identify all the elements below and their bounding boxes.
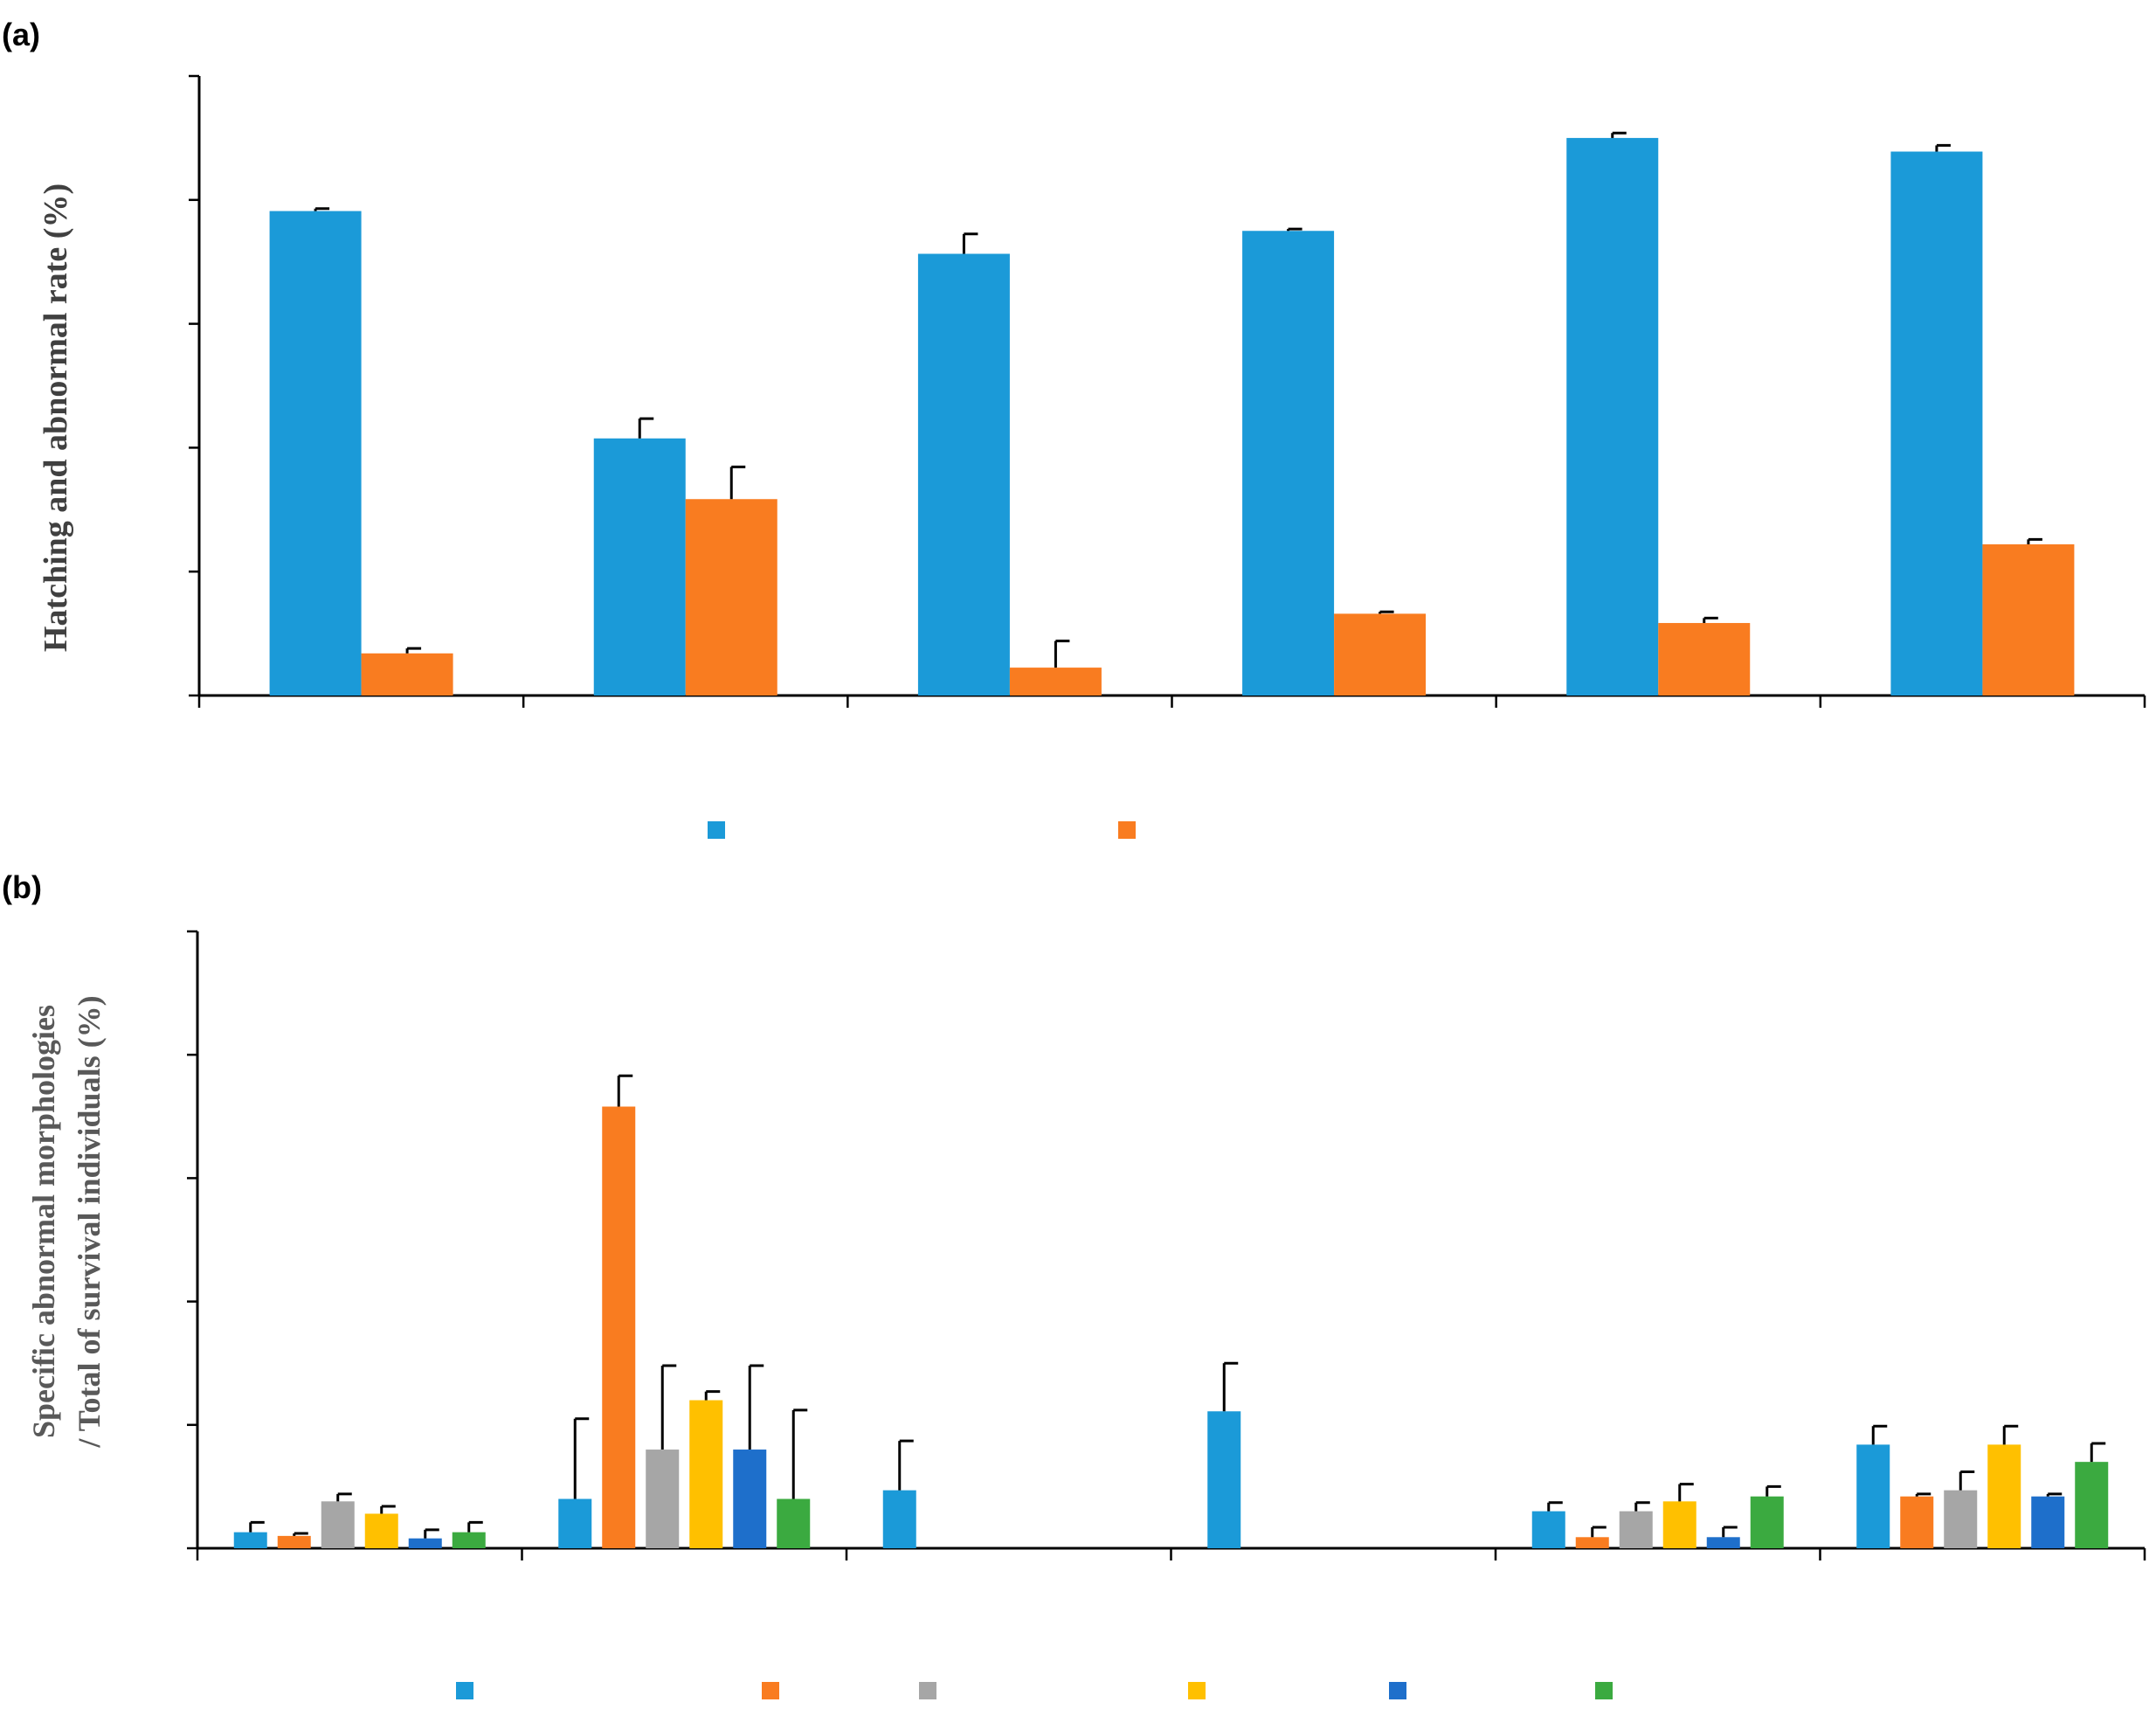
legend-swatch-inflammation [456,1682,473,1699]
legend-swatch-tail [1118,821,1136,839]
panel-a: (a) Hatching and abnormal rate (%) [2,17,2146,839]
bar-inflammation [1207,1411,1241,1548]
bar-inflammation [1856,1444,1890,1548]
bar-inflammation [1566,137,1659,695]
bar-inflammation [558,1498,592,1548]
bar-inflammation [233,1532,267,1548]
panel-b-label: (b) [2,869,42,905]
bar-tail [361,653,453,695]
panel-a-plot [189,74,2146,708]
bar-tail [685,499,777,695]
bar-tail [1658,623,1751,695]
panel-b-ylabel-line2: / Total of survival individuals (%) [72,995,107,1448]
bar-notochord [1944,1490,1978,1548]
bar-inflammation [882,1490,916,1548]
panel-b: (b) Specific abnormal morphologies / Tot… [2,869,2146,1699]
bar-tail [1575,1537,1609,1548]
bar-york [2075,1462,2109,1548]
bar-tail [1982,544,2075,695]
bar-notochord [646,1450,680,1548]
panel-a-label: (a) [2,17,40,52]
bar-york [452,1532,486,1548]
bar-kidney [1706,1537,1740,1548]
bar-kidney [733,1450,767,1548]
bar-inflammation [1890,151,1983,696]
panel-b-legend [456,1682,1613,1699]
bar-kidney [2031,1496,2065,1548]
bar-inflammation [1242,231,1335,695]
legend-swatch-kidney [1389,1682,1406,1699]
panel-a-ylabel: Hatching and abnormal rate (%) [38,183,74,652]
panel-b-plot [187,930,2146,1560]
legend-swatch-inflammation [708,821,725,839]
bar-tail [602,1106,636,1548]
legend-swatch-york [1595,1682,1613,1699]
bar-kidney [408,1538,442,1548]
bar-inflammation [593,438,686,695]
bar-tail [1900,1496,1934,1548]
bar-notochord [321,1501,355,1548]
bar-edema [689,1400,723,1548]
legend-swatch-edema [1188,1682,1206,1699]
bar-york [1750,1496,1784,1548]
bar-inflammation [917,253,1010,695]
bar-inflammation [269,211,362,695]
bar-tail [277,1535,311,1548]
bar-edema [364,1513,398,1548]
bar-tail [1334,613,1427,695]
legend-swatch-notochord [919,1682,936,1699]
legend-swatch-tail [762,1682,779,1699]
bar-notochord [1619,1511,1653,1548]
bar-inflammation [1531,1511,1565,1548]
panel-a-legend [708,821,1136,839]
bar-edema [1662,1501,1696,1548]
panel-b-ylabel-line1: Specific abnormal morphologies [26,1005,61,1438]
bar-edema [1987,1444,2021,1548]
bar-york [777,1498,811,1548]
bar-tail [1009,668,1102,695]
